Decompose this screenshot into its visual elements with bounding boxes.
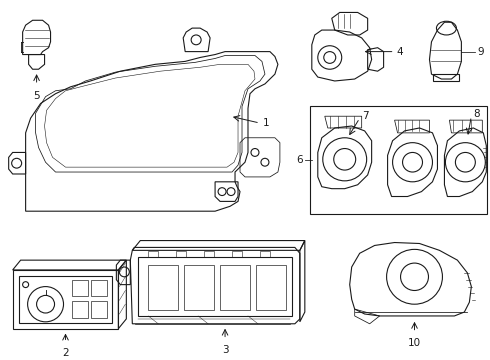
Text: 10: 10 (408, 338, 421, 348)
Text: 4: 4 (396, 46, 403, 57)
Text: 7: 7 (362, 111, 368, 121)
Text: 5: 5 (33, 91, 40, 101)
Text: 9: 9 (477, 46, 484, 57)
Text: 3: 3 (222, 345, 228, 355)
Text: 8: 8 (473, 109, 480, 119)
Text: 6: 6 (296, 155, 303, 165)
Text: 2: 2 (62, 348, 69, 358)
Text: 1: 1 (263, 118, 270, 128)
